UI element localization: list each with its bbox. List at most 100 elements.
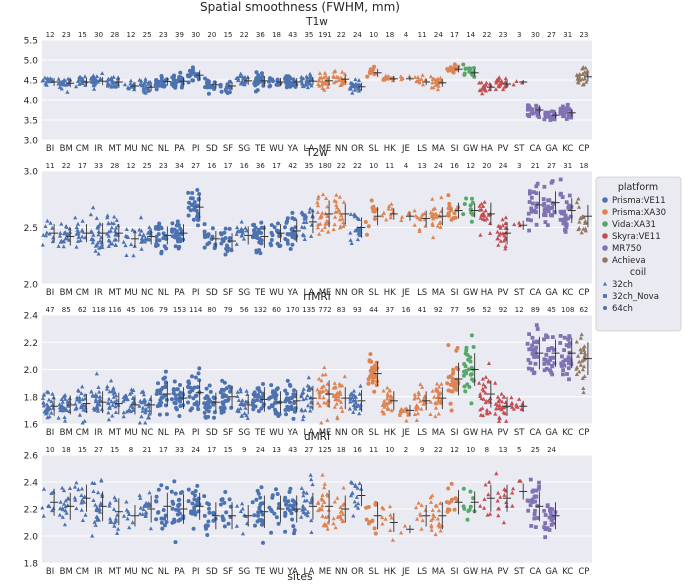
- data-point: [468, 203, 473, 208]
- data-point: [302, 213, 307, 218]
- data-point: [543, 527, 548, 532]
- data-point: [309, 404, 314, 409]
- data-point: [146, 81, 151, 86]
- data-point: [74, 506, 79, 511]
- data-point: [483, 482, 488, 487]
- x-tick-label: BI: [46, 567, 54, 577]
- data-point: [499, 391, 504, 396]
- data-point: [496, 75, 502, 80]
- data-point: [484, 407, 490, 412]
- x-tick-label: MA: [432, 428, 445, 438]
- x-tick-label: PA: [174, 567, 185, 577]
- data-point: [98, 501, 103, 506]
- data-point: [83, 408, 88, 413]
- data-point: [80, 518, 85, 522]
- x-tick-label: MT: [109, 144, 122, 154]
- data-point: [487, 410, 493, 415]
- data-point: [140, 408, 145, 413]
- data-point: [558, 192, 563, 197]
- data-point: [276, 221, 280, 226]
- data-point: [404, 418, 409, 423]
- data-point: [322, 70, 328, 75]
- data-point: [517, 220, 522, 225]
- data-point: [60, 404, 65, 408]
- data-point: [577, 359, 582, 364]
- data-point: [285, 391, 289, 396]
- data-point: [299, 514, 304, 519]
- data-point: [562, 363, 567, 368]
- data-point: [448, 66, 453, 71]
- data-point: [63, 498, 68, 503]
- data-point: [348, 238, 353, 242]
- data-point: [188, 208, 193, 213]
- data-point: [402, 523, 408, 528]
- data-point: [382, 398, 387, 403]
- count-label: 15: [224, 446, 233, 454]
- data-point: [338, 513, 343, 518]
- data-point: [80, 384, 85, 389]
- data-point: [301, 510, 306, 515]
- data-point: [348, 85, 353, 90]
- data-point: [561, 114, 565, 118]
- data-point: [543, 521, 548, 525]
- data-point: [306, 79, 311, 83]
- count-label: 24: [353, 31, 362, 39]
- data-point: [190, 406, 194, 411]
- data-point: [306, 375, 311, 380]
- data-point: [398, 74, 403, 79]
- data-point: [466, 509, 471, 513]
- data-point: [138, 398, 143, 403]
- count-label: 15: [224, 31, 233, 39]
- data-point: [62, 418, 68, 423]
- data-point: [333, 210, 338, 214]
- data-point: [368, 368, 373, 373]
- x-tick-label: OR: [351, 567, 364, 577]
- data-point: [143, 410, 148, 415]
- data-point: [545, 503, 550, 508]
- data-point: [77, 397, 82, 401]
- data-point: [62, 231, 67, 236]
- data-point: [287, 74, 292, 79]
- data-point: [259, 406, 264, 411]
- data-point: [202, 410, 207, 415]
- data-point: [316, 196, 321, 201]
- data-point: [526, 358, 531, 362]
- count-label: 27: [547, 162, 556, 170]
- data-point: [552, 514, 557, 519]
- data-point: [73, 497, 78, 502]
- data-point: [481, 397, 486, 401]
- data-point: [207, 397, 211, 402]
- y-tick-label: 2.5: [24, 224, 38, 234]
- data-point: [514, 79, 519, 83]
- data-point: [44, 402, 50, 407]
- data-point: [341, 224, 346, 228]
- data-point: [300, 506, 305, 510]
- data-point: [76, 231, 81, 236]
- data-point: [317, 395, 322, 400]
- x-tick-label: SD: [206, 144, 218, 154]
- data-point: [161, 231, 166, 236]
- count-label: 15: [78, 31, 87, 39]
- data-point: [578, 362, 583, 367]
- data-point: [261, 382, 265, 386]
- data-point: [472, 66, 476, 70]
- data-point: [493, 380, 498, 385]
- data-point: [113, 243, 118, 247]
- data-point: [567, 361, 571, 365]
- data-point: [288, 247, 293, 251]
- data-point: [73, 215, 78, 220]
- data-point: [207, 502, 211, 507]
- data-point: [537, 484, 541, 489]
- data-point: [417, 229, 422, 233]
- data-point: [504, 419, 509, 423]
- data-point: [446, 486, 451, 491]
- data-point: [219, 89, 224, 94]
- data-point: [132, 87, 137, 92]
- data-point: [96, 251, 101, 256]
- data-point: [469, 401, 474, 406]
- data-point: [186, 190, 191, 195]
- data-point: [319, 385, 324, 390]
- data-point: [80, 397, 85, 402]
- data-point: [309, 518, 314, 523]
- data-point: [286, 499, 291, 504]
